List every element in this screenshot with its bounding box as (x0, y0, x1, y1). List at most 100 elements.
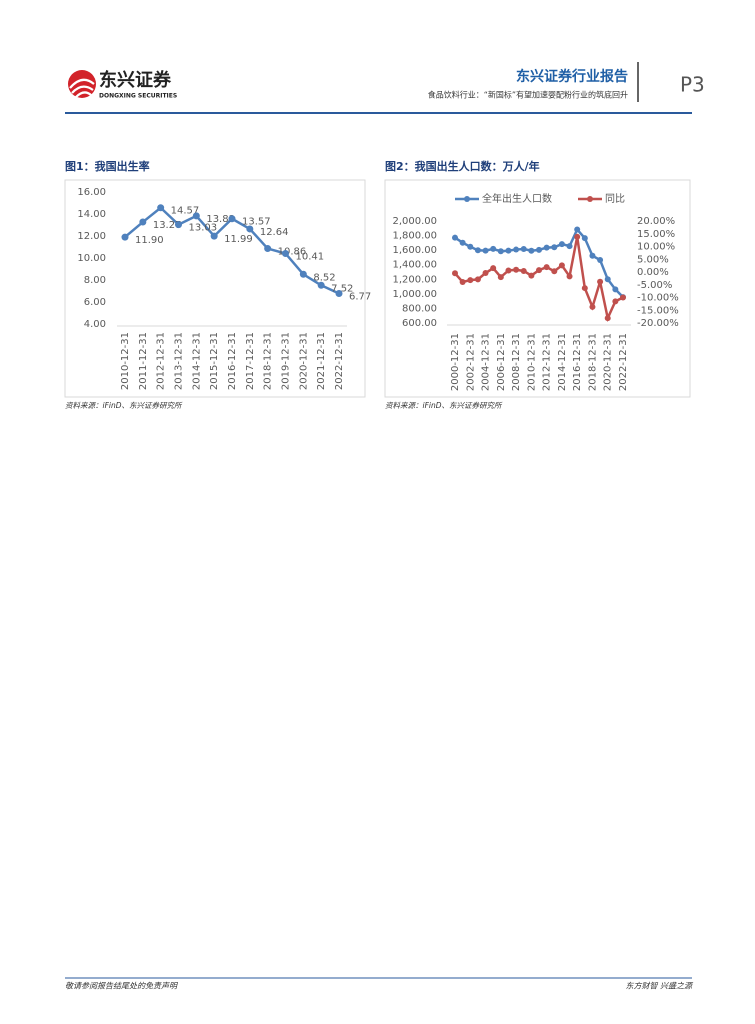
x-tick-label: 2015-12-31 (209, 332, 220, 390)
x-tick-label: 2012-12-31 (156, 332, 167, 390)
data-point (175, 221, 182, 229)
data-point (612, 298, 619, 305)
data-point (282, 249, 289, 257)
x-tick-label: 2021-12-31 (316, 332, 327, 390)
data-point (574, 233, 581, 240)
value-label: 6.77 (349, 292, 371, 303)
data-point (482, 270, 489, 277)
data-point (574, 226, 581, 233)
report-subtitle: 食品饮料行业：“新国标”有望加速婴配粉行业的筑底回升 (428, 90, 628, 100)
logo-stripes (69, 78, 95, 98)
value-label: 13.57 (242, 217, 271, 228)
data-point (482, 247, 489, 254)
data-point (581, 285, 588, 292)
x-tick-label: 2020-12-31 (298, 332, 309, 390)
y-tick-label: 8.00 (84, 275, 106, 286)
y-tick-label: 4.00 (84, 319, 106, 330)
data-point (581, 235, 588, 242)
source-note: 资料来源：iFinD、东兴证券研究所 (65, 401, 183, 410)
chart-frame (384, 179, 691, 398)
y-tick-label: 1,600.00 (392, 245, 437, 256)
y-tick-label: 12.00 (77, 231, 106, 242)
chart-frame (64, 179, 366, 398)
y-tick-label: 16.00 (77, 187, 106, 198)
data-point (513, 266, 520, 273)
x-tick-label: 2008-12-31 (511, 333, 522, 391)
report-title: 东兴证券行业报告 (516, 68, 628, 85)
x-tick-label: 2006-12-31 (496, 333, 507, 391)
y-tick-label: 600.00 (402, 318, 437, 329)
x-tick-label: 2018-12-31 (587, 333, 598, 391)
data-point (604, 315, 611, 322)
value-label: 12.64 (260, 227, 289, 238)
y2-tick-label: 5.00% (637, 254, 669, 265)
data-point (459, 278, 466, 285)
data-point (536, 267, 542, 274)
x-tick-label: 2018-12-31 (263, 332, 274, 390)
y2-tick-label: -10.00% (637, 293, 679, 304)
data-point (474, 276, 481, 283)
data-point (528, 247, 535, 254)
data-point (551, 244, 558, 251)
data-point (505, 267, 512, 274)
data-point (566, 243, 573, 250)
data-point (597, 256, 604, 263)
data-point (335, 290, 343, 298)
y2-tick-label: -15.00% (637, 305, 679, 316)
data-point (558, 262, 565, 269)
y-tick-label: 6.00 (84, 297, 106, 308)
value-label: 14.57 (171, 206, 200, 217)
data-point (505, 247, 512, 254)
y-tick-label: 2,000.00 (392, 216, 437, 227)
footer-right: 东方财智 兴盛之源 (625, 982, 694, 991)
x-tick-label: 2016-12-31 (572, 333, 583, 391)
x-tick-label: 2014-12-31 (191, 332, 202, 390)
legend-label: 同比 (605, 193, 625, 205)
x-tick-label: 2000-12-31 (450, 333, 461, 391)
data-point (536, 246, 542, 253)
legend-label: 全年出生人口数 (482, 192, 552, 205)
data-point (139, 218, 147, 226)
data-point (543, 244, 550, 251)
data-point (192, 212, 200, 220)
data-point (520, 267, 527, 274)
data-point (620, 294, 626, 301)
data-point (589, 252, 596, 259)
data-point (459, 239, 466, 246)
logo-en: DONGXING SECURITIES (99, 93, 177, 100)
value-label: 13.03 (189, 223, 218, 234)
data-point (264, 245, 272, 253)
y-tick-label: 1,400.00 (392, 260, 437, 271)
legend-marker (464, 196, 470, 202)
page-number: P3 (680, 73, 705, 97)
data-point (467, 277, 474, 284)
data-point (210, 232, 218, 240)
x-tick-label: 2019-12-31 (281, 332, 292, 390)
y2-tick-label: 0.00% (637, 267, 669, 278)
y2-tick-label: -20.00% (637, 318, 679, 329)
x-tick-label: 2017-12-31 (245, 332, 256, 390)
data-point (604, 276, 611, 283)
data-point (474, 247, 481, 254)
data-point (551, 268, 558, 275)
data-point (317, 281, 325, 289)
data-point (299, 270, 307, 278)
y2-tick-label: 20.00% (637, 216, 675, 227)
y2-tick-label: 10.00% (637, 242, 675, 253)
data-point (612, 286, 619, 293)
y-tick-label: 14.00 (77, 209, 106, 220)
data-point (467, 243, 474, 250)
value-label: 13.83 (206, 214, 235, 225)
x-tick-label: 2014-12-31 (557, 333, 568, 391)
x-tick-label: 2004-12-31 (481, 333, 492, 391)
data-point (589, 303, 596, 310)
x-tick-label: 2010-12-31 (120, 332, 131, 390)
y-tick-label: 800.00 (402, 303, 437, 314)
figure-title: 图2：我国出生人口数：万人/年 (385, 159, 540, 173)
value-label: 11.99 (224, 234, 253, 245)
x-tick-label: 2011-12-31 (138, 332, 149, 390)
y2-tick-label: 15.00% (637, 229, 675, 240)
data-point (157, 204, 165, 212)
data-point (497, 248, 504, 255)
data-point (528, 272, 535, 279)
